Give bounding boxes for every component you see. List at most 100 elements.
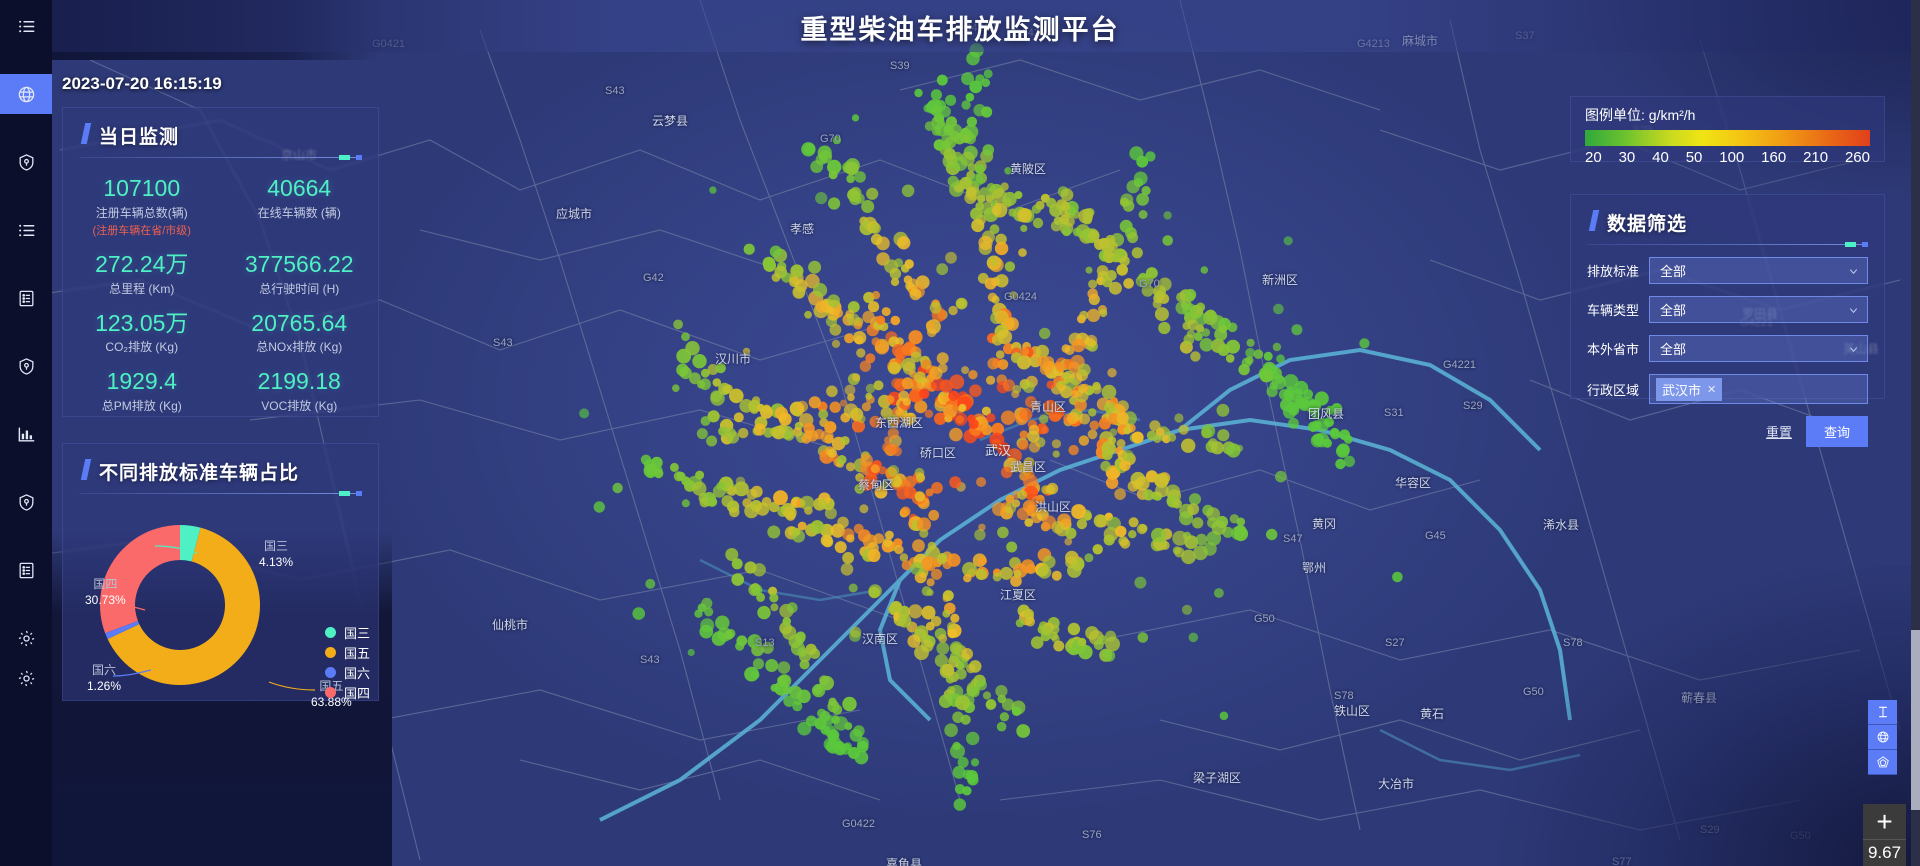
- emission-point: [1181, 549, 1196, 565]
- emission-point: [1269, 381, 1278, 390]
- emission-point: [694, 609, 703, 618]
- emission-point: [944, 124, 953, 134]
- emission-point: [1071, 504, 1087, 520]
- emission-point: [933, 139, 945, 151]
- gear-icon: [17, 669, 36, 688]
- emission-point: [907, 634, 921, 648]
- emission-point: [1182, 303, 1197, 318]
- emission-point: [715, 615, 730, 630]
- sidebar-item-menu-list[interactable]: [0, 6, 52, 46]
- emission-point: [901, 184, 915, 198]
- legend-item[interactable]: 国三: [324, 622, 370, 642]
- donut-slice[interactable]: [107, 527, 261, 685]
- emission-point: [1238, 363, 1250, 376]
- emission-point: [1088, 230, 1100, 242]
- measure-button[interactable]: [1868, 700, 1897, 725]
- donut-slice[interactable]: [180, 525, 201, 562]
- emission-point: [1067, 563, 1082, 578]
- polygon-draw-button[interactable]: [1868, 750, 1897, 775]
- globe-view-button[interactable]: [1868, 725, 1897, 750]
- emission-point: [1030, 636, 1044, 649]
- emission-point: [729, 506, 740, 518]
- filter-row-province-city: 本外省市 全部: [1587, 335, 1868, 362]
- emission-point: [778, 412, 792, 426]
- emission-point: [986, 375, 996, 385]
- legend-colorbar: [1585, 130, 1870, 146]
- sidebar-item-list[interactable]: [0, 210, 52, 250]
- legend-item[interactable]: 国五: [324, 642, 370, 662]
- emission-point: [873, 533, 885, 544]
- emission-point: [949, 651, 962, 663]
- emission-standard-select[interactable]: 全部: [1649, 257, 1868, 284]
- emission-point: [1115, 525, 1127, 538]
- donut-legend[interactable]: 国三 国五 国六 国四: [324, 622, 370, 702]
- administrative-region-multiselect[interactable]: 武汉市 ✕: [1649, 374, 1868, 404]
- emission-point: [955, 695, 971, 711]
- reset-button[interactable]: 重置: [1766, 422, 1792, 441]
- emission-point: [995, 274, 1009, 288]
- emission-point: [995, 233, 1007, 245]
- emission-point: [895, 337, 904, 346]
- stat-card: 272.24万 总里程 (Km): [63, 246, 221, 303]
- query-button[interactable]: 查询: [1805, 416, 1868, 447]
- emission-point: [1066, 377, 1079, 390]
- scrollbar-thumb[interactable]: [1911, 630, 1920, 810]
- emission-point: [868, 584, 882, 598]
- vehicle-type-select[interactable]: 全部: [1649, 296, 1868, 323]
- sidebar-item-globe[interactable]: [0, 74, 52, 114]
- emission-point: [1136, 193, 1149, 206]
- emission-point: [707, 364, 719, 375]
- emission-point: [1107, 436, 1117, 445]
- emission-point: [1131, 247, 1143, 259]
- emission-point: [768, 501, 780, 513]
- sidebar-item-shield-user-2[interactable]: [0, 346, 52, 386]
- stat-card: 40664 在线车辆数 (辆): [221, 170, 379, 244]
- emission-point: [1025, 616, 1035, 627]
- emission-point: [1084, 553, 1094, 563]
- region-tag[interactable]: 武汉市 ✕: [1656, 377, 1723, 401]
- emission-point: [1013, 569, 1022, 578]
- sidebar-item-shield-user[interactable]: [0, 142, 52, 182]
- emission-point: [1236, 517, 1246, 527]
- emission-point: [1051, 570, 1062, 581]
- sidebar-item-statistics[interactable]: [0, 414, 52, 454]
- sidebar-item-settings-bottom[interactable]: [0, 658, 52, 698]
- emission-point: [1343, 455, 1355, 467]
- emission-point: [1178, 424, 1189, 435]
- emission-point: [750, 485, 763, 498]
- legend-color-dot-icon: [324, 646, 336, 658]
- emission-point: [950, 613, 960, 623]
- emission-point: [892, 343, 906, 358]
- legend-item[interactable]: 国六: [324, 662, 370, 682]
- sidebar-item-shield-user-3[interactable]: [0, 482, 52, 522]
- emission-point: [1055, 361, 1066, 373]
- emission-point: [799, 495, 815, 510]
- close-icon[interactable]: ✕: [1707, 383, 1717, 396]
- daily-monitor-panel: 当日监测 107100 注册车辆总数(辆) (注册车辆在省/市级) 40664 在线车辆…: [62, 107, 379, 417]
- legend-item[interactable]: 国四: [324, 682, 370, 702]
- filter-row-administrative-region: 行政区域 武汉市 ✕: [1587, 374, 1868, 404]
- emission-point: [1025, 396, 1037, 408]
- emission-point: [1155, 483, 1169, 498]
- emission-point: [1072, 227, 1082, 237]
- emission-point: [1093, 514, 1107, 528]
- province-city-select[interactable]: 全部: [1649, 335, 1868, 362]
- donut-slice[interactable]: [105, 620, 140, 640]
- filter-label: 行政区域: [1587, 382, 1640, 398]
- emission-point: [914, 371, 926, 384]
- emission-point: [924, 409, 934, 418]
- emission-point: [846, 174, 855, 184]
- sidebar-item-report-2[interactable]: [0, 550, 52, 590]
- sidebar-item-settings[interactable]: [0, 618, 52, 658]
- donut-chart[interactable]: 国三 4.13% 国四 30.73% 国六 1.26% 国五 63.88% 国三…: [63, 498, 380, 710]
- data-filter-panel: 数据筛选 排放标准 全部 车辆类型 全部 本外: [1570, 194, 1885, 447]
- emission-point: [962, 562, 977, 577]
- emission-point: [679, 366, 692, 380]
- donut-slice[interactable]: [100, 525, 180, 634]
- zoom-in-button[interactable]: +: [1863, 804, 1906, 840]
- sidebar-item-report[interactable]: [0, 278, 52, 318]
- emission-point: [969, 686, 980, 698]
- emission-point: [828, 197, 841, 210]
- page-scrollbar[interactable]: [1911, 0, 1920, 866]
